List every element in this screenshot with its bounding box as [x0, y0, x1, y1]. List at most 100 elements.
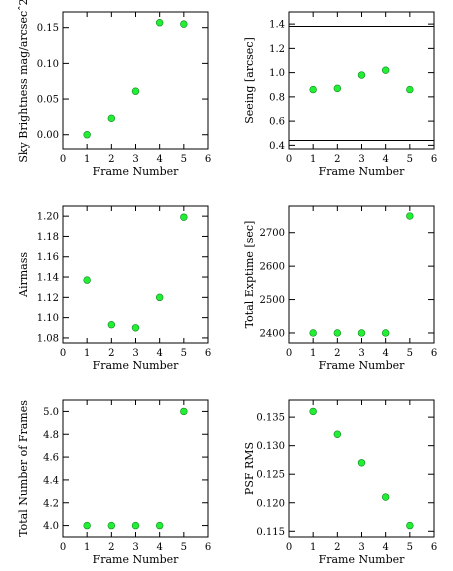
- x-axis-title: Frame Number: [319, 553, 406, 566]
- x-tick-label: 5: [181, 348, 187, 359]
- x-tick-label: 0: [60, 542, 66, 553]
- data-point: [333, 430, 342, 438]
- x-tick-label: 2: [108, 154, 114, 165]
- chart-panel-3: 0 1 2 3 4 5 6 1.08 1.10 1.12 1.14 1.16 1.18 1.20 Frame…: [17, 205, 211, 372]
- y-axis-title: Seeing [arcsec]: [243, 37, 256, 124]
- data-point: [83, 521, 91, 530]
- x-tick-label: 3: [132, 348, 138, 359]
- x-tick-label: 5: [181, 542, 187, 553]
- x-tick-label: 1: [310, 542, 316, 553]
- y-tick-label: 1.16: [37, 252, 59, 263]
- plot-frame: [62, 205, 209, 344]
- y-axis-title: Sky Brightness mag/arcsecˆ2: [17, 0, 30, 163]
- chart-panel-5: 0 1 2 3 4 5 6 4.0 4.2 4.4 4.6 4.8 5.0 Frame Number Tot…: [17, 399, 211, 566]
- x-tick-label: 6: [205, 542, 211, 553]
- y-tick-label: 0.115: [256, 527, 285, 538]
- y-tick-label: 1.20: [37, 212, 59, 223]
- y-tick-label: 0.125: [256, 470, 285, 481]
- data-point: [131, 521, 140, 530]
- x-tick-label: 1: [310, 154, 316, 165]
- data-point: [131, 87, 140, 95]
- y-tick-label: 1.08: [37, 333, 59, 344]
- y-tick-label: 2500: [260, 295, 285, 306]
- y-tick-label: 2400: [260, 328, 285, 339]
- plot-frame: [288, 11, 435, 150]
- data-point: [357, 71, 366, 79]
- data-point: [155, 521, 164, 530]
- x-tick-label: 2: [334, 348, 340, 359]
- data-point: [333, 84, 342, 93]
- x-tick-label: 1: [84, 154, 90, 165]
- data-point: [357, 329, 366, 337]
- data-point: [309, 329, 317, 337]
- data-point: [180, 20, 188, 28]
- y-tick-label: 1.14: [37, 273, 59, 284]
- x-tick-label: 6: [431, 154, 437, 165]
- x-tick-label: 4: [382, 542, 388, 553]
- x-tick-label: 0: [60, 348, 66, 359]
- data-point: [83, 276, 91, 284]
- x-tick-label: 6: [205, 154, 211, 165]
- x-tick-label: 3: [358, 348, 364, 359]
- data-point: [131, 324, 140, 332]
- y-tick-label: 0.120: [256, 498, 285, 509]
- data-point: [381, 329, 390, 337]
- x-axis-title: Frame Number: [93, 165, 180, 178]
- y-tick-label: 0.4: [269, 141, 285, 152]
- chart-panel-1: 0 1 2 3 4 5 6 0.00 0.05 0.10 0.15 Frame Number Sky B…: [17, 0, 211, 178]
- y-axis-title: Airmass: [17, 252, 30, 298]
- y-tick-label: 0.135: [256, 413, 285, 424]
- y-tick-label: 0.6: [269, 117, 285, 128]
- x-axis-title: Frame Number: [93, 359, 180, 372]
- y-tick-label: 4.6: [43, 453, 59, 464]
- data-point: [107, 321, 116, 329]
- x-tick-label: 3: [358, 542, 364, 553]
- plot-frame: [288, 399, 435, 538]
- y-axis-title: Total Exptime [sec]: [243, 221, 256, 329]
- plot-frame: [62, 399, 209, 538]
- y-axis-title: PSF RMS: [243, 442, 256, 495]
- y-tick-label: 0.8: [269, 92, 285, 103]
- data-point: [83, 131, 91, 139]
- y-tick-label: 2600: [260, 262, 285, 273]
- x-tick-label: 4: [382, 348, 388, 359]
- x-tick-label: 0: [286, 542, 292, 553]
- x-tick-label: 3: [358, 154, 364, 165]
- data-point: [357, 459, 366, 467]
- data-point: [155, 293, 164, 302]
- x-tick-label: 2: [108, 542, 114, 553]
- data-point: [333, 329, 342, 337]
- x-tick-label: 0: [286, 154, 292, 165]
- x-tick-label: 5: [407, 542, 413, 553]
- y-tick-label: 4.2: [43, 498, 59, 509]
- y-tick-label: 0.00: [37, 130, 59, 141]
- data-point: [309, 85, 317, 94]
- x-tick-label: 4: [156, 348, 162, 359]
- x-tick-label: 5: [407, 348, 413, 359]
- plot-frame: [288, 205, 435, 344]
- y-tick-label: 0.15: [37, 23, 59, 34]
- x-tick-label: 4: [382, 154, 388, 165]
- x-tick-label: 4: [156, 154, 162, 165]
- y-tick-label: 2700: [260, 228, 285, 239]
- x-tick-label: 3: [132, 542, 138, 553]
- data-point: [309, 407, 317, 416]
- x-tick-label: 2: [108, 348, 114, 359]
- data-point: [406, 85, 414, 94]
- x-axis-title: Frame Number: [319, 359, 406, 372]
- y-tick-label: 4.0: [43, 521, 59, 532]
- data-point: [406, 212, 414, 220]
- x-axis-title: Frame Number: [93, 553, 180, 566]
- y-tick-label: 5.0: [43, 407, 59, 418]
- chart-panel-6: 0 1 2 3 4 5 6 0.115 0.120 0.125 0.130 0.135 Frame Nu…: [243, 399, 437, 566]
- data-point: [381, 493, 390, 501]
- x-tick-label: 1: [84, 542, 90, 553]
- x-tick-label: 2: [334, 154, 340, 165]
- x-tick-label: 6: [431, 542, 437, 553]
- data-point: [180, 407, 188, 416]
- x-tick-label: 0: [60, 154, 66, 165]
- y-tick-label: 1.12: [37, 293, 59, 304]
- data-point: [155, 19, 164, 27]
